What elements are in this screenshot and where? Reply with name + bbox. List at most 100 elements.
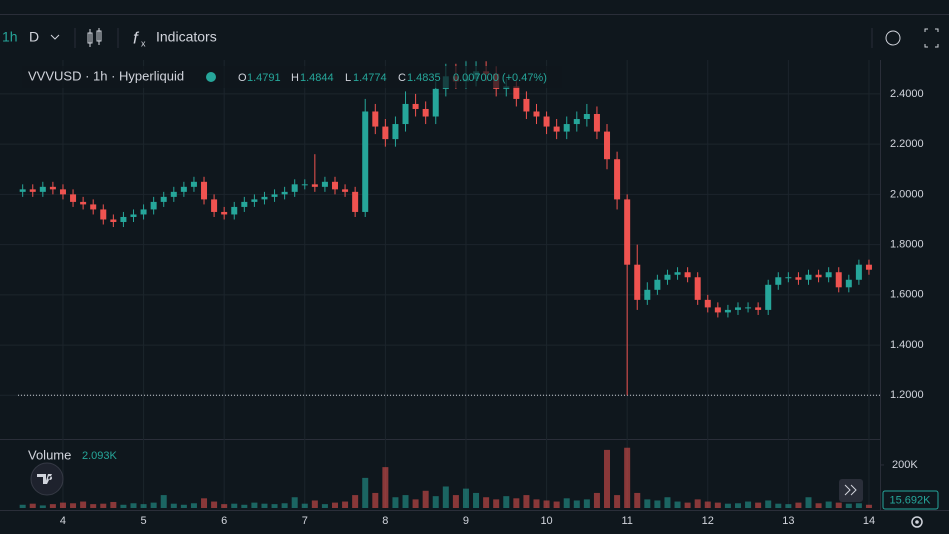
legend-bg [22, 66, 562, 88]
candle-body [90, 204, 97, 210]
volume-bar [493, 499, 500, 508]
candle-body [241, 201, 248, 207]
candle-body [80, 201, 87, 205]
y-tick-label: 1.8000 [890, 239, 924, 251]
volume-bar [724, 503, 731, 508]
volume-bar [150, 502, 157, 508]
candle-body [291, 184, 298, 192]
volume-bar [160, 495, 167, 508]
candle-body [614, 159, 621, 200]
candle-body [231, 206, 238, 215]
logo-mark[interactable] [37, 474, 53, 484]
volume-bar [251, 502, 258, 508]
candle-body [533, 111, 540, 117]
scroll-icon[interactable] [844, 484, 857, 496]
y-tick-label: 1.4000 [890, 339, 924, 351]
interval-button[interactable]: 1h [2, 29, 18, 45]
volume-bar [644, 499, 651, 508]
volume-bar [29, 503, 36, 508]
fx-icon[interactable]: x [141, 38, 146, 48]
candle-body [331, 181, 338, 190]
indicators-button[interactable]: Indicators [156, 29, 217, 45]
candle-body [815, 274, 822, 278]
legend-low: 1.4774 [353, 72, 387, 84]
volume-bar [221, 504, 228, 508]
volume-tick-label: 200K [892, 459, 918, 471]
candle-body [513, 86, 520, 99]
fullscreen-icon[interactable] [924, 28, 939, 48]
dropdown-icon[interactable] [50, 34, 60, 40]
volume-bar [19, 504, 26, 508]
candle-body [150, 201, 157, 210]
scroll-button[interactable] [839, 479, 863, 502]
x-tick-label: 7 [302, 515, 308, 527]
candle-body [180, 186, 187, 192]
volume-bar [704, 501, 711, 508]
legend-change: 0.007000 (+0.47%) [453, 72, 547, 84]
volume-bar [654, 500, 661, 508]
candle-body [382, 126, 389, 140]
candle-body [211, 199, 218, 212]
candle-body [301, 184, 308, 186]
volume-bar [100, 503, 107, 508]
volume-bar [835, 502, 842, 508]
volume-bar [211, 501, 218, 508]
candle-body [644, 289, 651, 300]
candle-body [553, 126, 560, 132]
volume-bar [422, 490, 429, 508]
volume-bar [372, 492, 379, 508]
fx-icon[interactable]: f [133, 28, 140, 47]
candle-body [755, 307, 762, 310]
settings-icon[interactable] [911, 516, 923, 528]
candle-body [392, 124, 399, 140]
volume-bar [503, 496, 510, 508]
candle-body [59, 189, 66, 195]
candle-body [714, 307, 721, 313]
volume-bar [815, 503, 822, 508]
volume-bar [432, 496, 439, 508]
volume-bar [795, 502, 802, 508]
symbol-label: VVVUSD · 1h · Hyperliquid [28, 68, 184, 83]
candle-body [422, 108, 429, 117]
candle-body [19, 189, 26, 192]
volume-bar [311, 500, 318, 508]
candle-body [372, 111, 379, 127]
volume-bar [180, 504, 187, 508]
volume-bar [291, 497, 298, 508]
candle-body [110, 219, 117, 222]
volume-bar [140, 504, 147, 508]
x-tick-label: 10 [540, 515, 552, 527]
candle-body [724, 309, 731, 313]
alert-icon[interactable] [885, 30, 901, 46]
settings-icon[interactable] [915, 520, 919, 524]
volume-bar [604, 449, 611, 508]
legend-close-label: C [398, 72, 406, 84]
volume-bar [684, 502, 691, 508]
candle-body [865, 264, 872, 270]
candle-body [281, 191, 288, 195]
volume-bar [201, 498, 208, 508]
volume-bar [130, 503, 137, 508]
x-tick-label: 14 [863, 515, 875, 527]
candle-body [70, 194, 77, 202]
candle-body [604, 131, 611, 160]
candle-body [563, 124, 570, 132]
volume-bar [90, 504, 97, 508]
legend-high: 1.4844 [300, 72, 334, 84]
volume-bar [483, 497, 490, 508]
volume-bar [553, 501, 560, 508]
chart-type-button[interactable]: D [29, 29, 39, 45]
volume-bar [352, 495, 359, 508]
candle-body [583, 114, 590, 120]
candle-icon[interactable] [87, 28, 102, 47]
candle-body [412, 103, 419, 109]
candle-body [785, 277, 792, 279]
candle-body [634, 264, 641, 300]
candle-body [694, 277, 701, 300]
candle-body [775, 277, 782, 285]
volume-last: 2.093K [82, 450, 118, 462]
candle-body [251, 199, 258, 202]
volume-bar [412, 499, 419, 508]
plot [18, 61, 880, 508]
